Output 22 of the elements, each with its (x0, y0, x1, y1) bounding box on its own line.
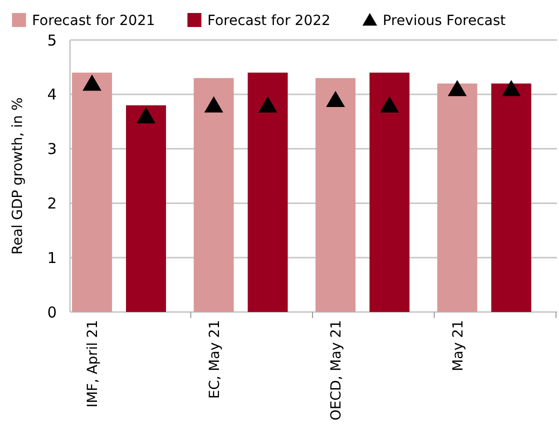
legend-label: Forecast for 2022 (207, 12, 330, 29)
x-tick-label: IMF, April 21 (85, 320, 101, 408)
bar (437, 84, 478, 312)
bar (491, 84, 532, 312)
y-axis-title: Real GDP growth, in % (10, 97, 26, 255)
bar (316, 78, 356, 312)
legend-label: Forecast for 2021 (32, 12, 156, 29)
bar (194, 78, 234, 312)
y-tick-label: 2 (47, 194, 57, 212)
x-tick-label: May 21 (450, 320, 466, 372)
y-tick-label: 4 (47, 86, 57, 104)
bar (248, 72, 288, 312)
legend-label: Previous Forecast (382, 12, 506, 29)
bar (126, 105, 166, 312)
y-tick-label: 3 (47, 140, 57, 158)
bar (72, 72, 112, 312)
y-tick-label: 0 (47, 303, 57, 322)
y-tick-label: 1 (47, 248, 57, 267)
y-tick-label: 5 (47, 31, 57, 50)
bar (370, 72, 410, 312)
x-tick-label: OECD, May 21 (328, 320, 344, 421)
x-tick-label: EC, May 21 (206, 320, 223, 399)
